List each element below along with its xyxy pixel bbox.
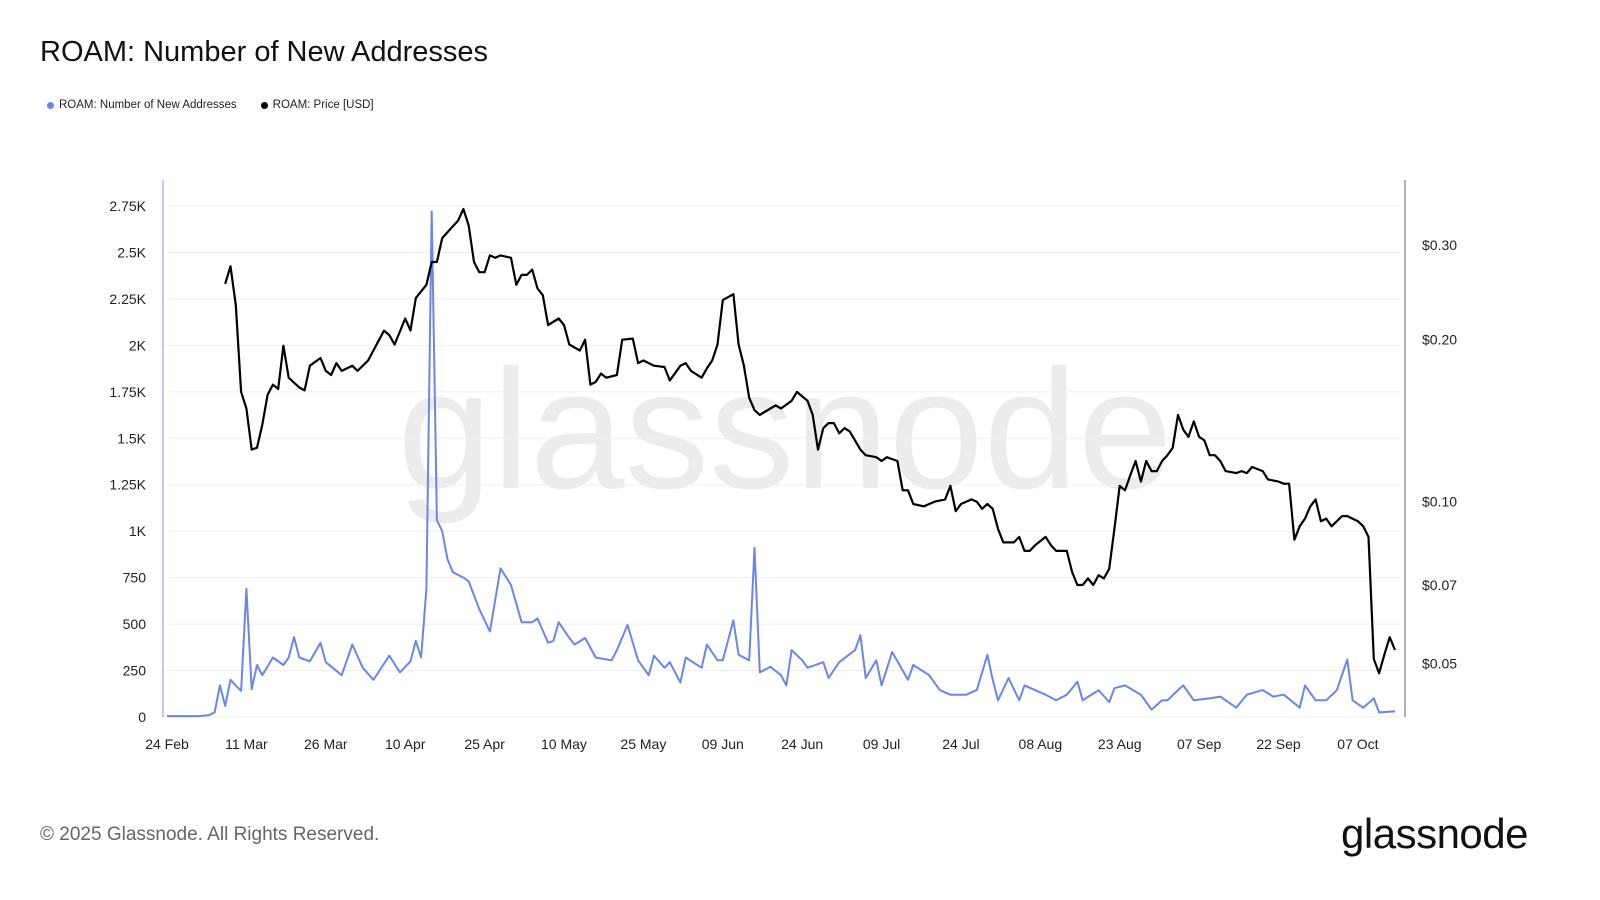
- left-tick-label: 1.75K: [109, 384, 146, 400]
- x-tick-label: 07 Sep: [1177, 736, 1222, 752]
- glassnode-logo: glassnode: [1341, 810, 1528, 857]
- series-line-new-addresses: [167, 210, 1396, 718]
- x-tick-label: 26 Mar: [304, 736, 348, 752]
- right-axis-ticks: $0.30 $0.20 $0.10 $0.07 $0.05: [1422, 237, 1457, 672]
- x-tick-label: 07 Oct: [1337, 736, 1378, 752]
- series-line-price: [224, 207, 1397, 675]
- right-tick-label: $0.07: [1422, 577, 1457, 593]
- left-axis-ticks: 0 250 500 750 1K 1.25K 1.5K 1.75K 2K 2.25K 2.5K 2.7…: [109, 198, 146, 725]
- x-axis-ticks: 24 Feb 11 Mar 26 Mar 10 Apr 25 Apr 10 May 25 M…: [145, 736, 1378, 752]
- x-tick-label: 22 Sep: [1256, 736, 1301, 752]
- gridlines: [165, 205, 1400, 718]
- x-tick-label: 24 Jul: [942, 736, 979, 752]
- right-tick-label: $0.05: [1422, 656, 1457, 672]
- right-tick-label: $0.10: [1422, 494, 1457, 510]
- left-tick-label: 2.75K: [109, 198, 146, 214]
- x-tick-label: 24 Jun: [781, 736, 823, 752]
- x-tick-label: 25 Apr: [464, 736, 505, 752]
- left-tick-label: 250: [123, 663, 147, 679]
- left-tick-label: 1.25K: [109, 477, 146, 493]
- legend-dot-icon: [47, 101, 54, 109]
- legend: ROAM: Number of New Addresses ROAM: Pric…: [47, 99, 374, 111]
- x-tick-label: 25 May: [620, 736, 666, 752]
- right-tick-label: $0.30: [1422, 237, 1457, 253]
- x-tick-label: 10 May: [541, 736, 587, 752]
- legend-item-price[interactable]: ROAM: Price [USD]: [260, 99, 374, 111]
- legend-label: ROAM: Number of New Addresses: [59, 99, 237, 111]
- x-tick-label: 09 Jun: [702, 736, 744, 752]
- left-tick-label: 2K: [129, 337, 147, 353]
- x-tick-label: 09 Jul: [863, 736, 900, 752]
- left-tick-label: 1K: [129, 523, 147, 539]
- x-tick-label: 10 Apr: [385, 736, 426, 752]
- series-lines: [167, 207, 1397, 718]
- legend-label: ROAM: Price [USD]: [272, 99, 374, 111]
- left-tick-label: 2.5K: [117, 244, 146, 260]
- x-tick-label: 23 Aug: [1098, 736, 1142, 752]
- copyright-footer: © 2025 Glassnode. All Rights Reserved.: [40, 824, 380, 845]
- x-tick-label: 08 Aug: [1019, 736, 1063, 752]
- left-tick-label: 750: [123, 570, 147, 586]
- x-tick-label: 24 Feb: [145, 736, 189, 752]
- left-tick-label: 1.5K: [117, 430, 146, 446]
- chart-title: ROAM: Number of New Addresses: [40, 36, 489, 68]
- legend-item-new-addresses[interactable]: ROAM: Number of New Addresses: [47, 99, 237, 111]
- right-tick-label: $0.20: [1422, 332, 1457, 348]
- watermark: glassnode: [397, 335, 1172, 525]
- left-tick-label: 2.25K: [109, 291, 146, 307]
- x-tick-label: 11 Mar: [225, 736, 268, 752]
- left-tick-label: 500: [123, 616, 147, 632]
- left-tick-label: 0: [138, 709, 146, 725]
- legend-dot-icon: [260, 101, 268, 109]
